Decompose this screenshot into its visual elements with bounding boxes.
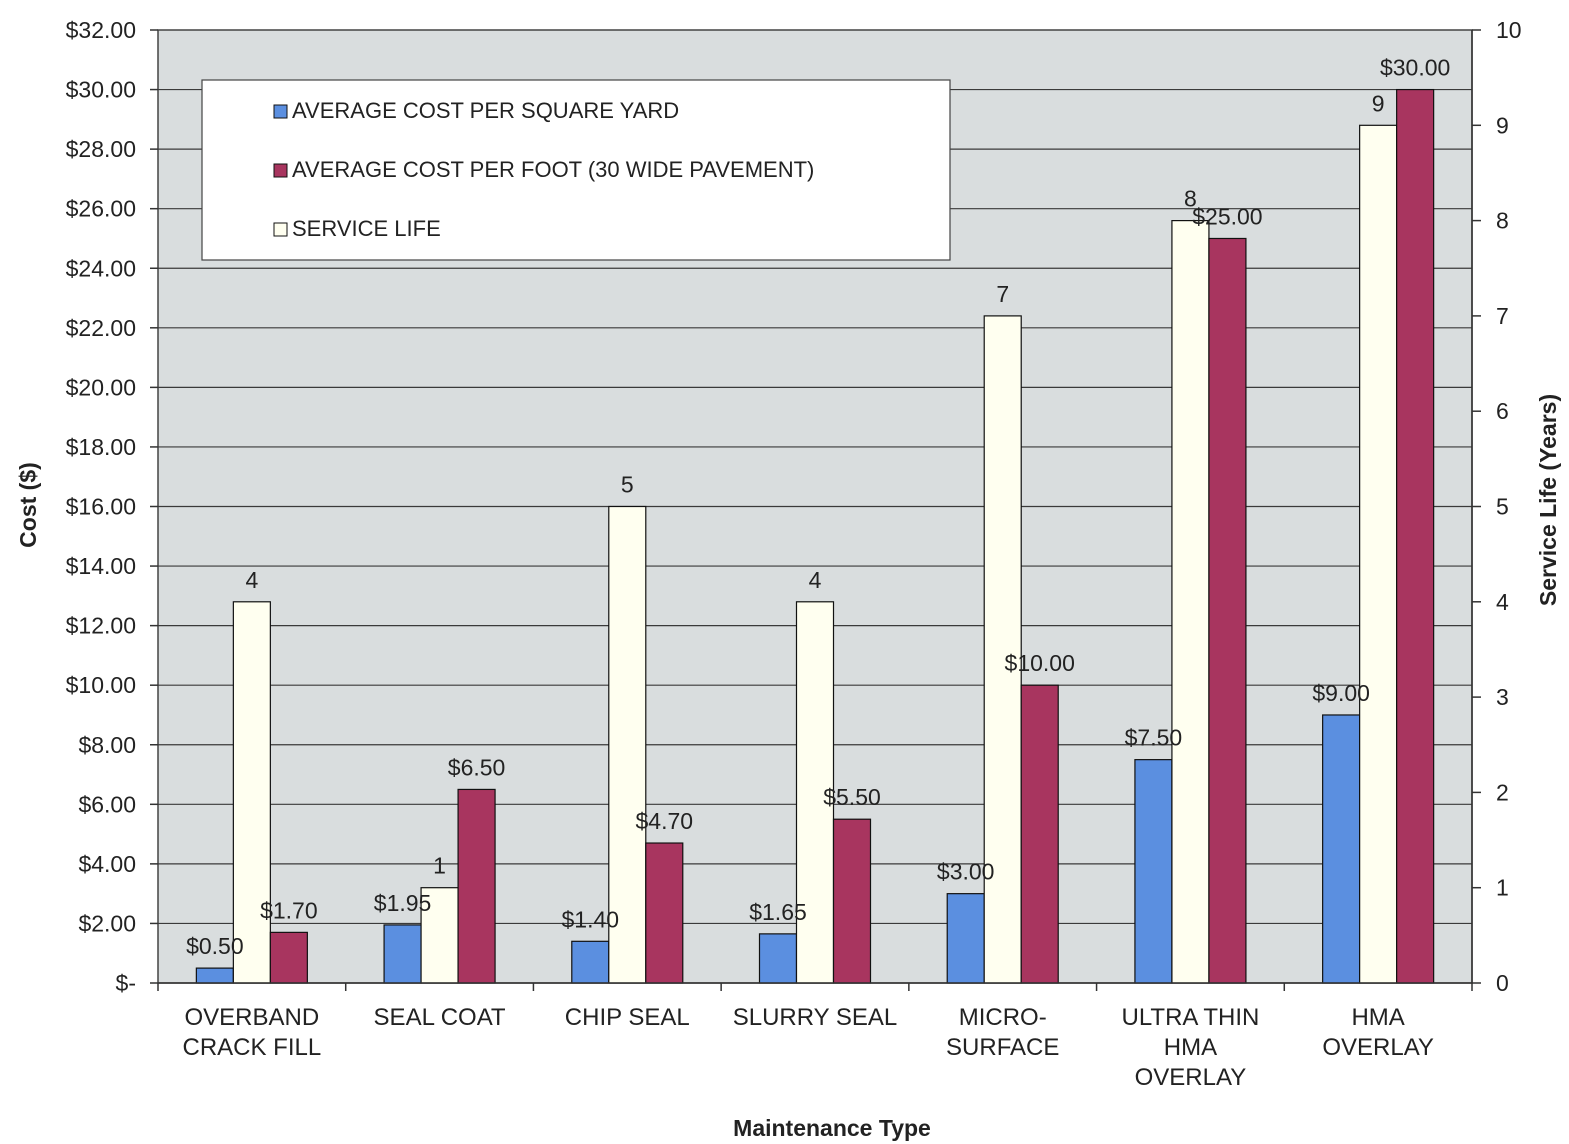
- x-tick-label: SEAL COAT: [374, 1004, 506, 1031]
- data-label: $6.50: [448, 754, 506, 780]
- data-label: $4.70: [636, 808, 694, 834]
- bar: [758, 933, 798, 984]
- y-tick-label: $30.00: [66, 77, 136, 103]
- data-label: $1.40: [562, 906, 620, 932]
- data-label: $25.00: [1192, 203, 1262, 229]
- data-label: $1.95: [374, 890, 432, 916]
- bar: [946, 893, 985, 984]
- legend-swatch: [273, 222, 288, 237]
- x-tick-label: OVERBAND CRACK FILL: [183, 1004, 322, 1061]
- bar: [383, 924, 422, 984]
- y2-tick-label: 8: [1496, 208, 1509, 234]
- data-label: $1.65: [749, 899, 807, 925]
- y2-tick-label: 10: [1496, 17, 1522, 43]
- data-label: $3.00: [937, 859, 995, 885]
- y-tick-label: $4.00: [78, 851, 136, 877]
- bar: [232, 601, 271, 984]
- legend-label: AVERAGE COST PER FOOT (30 WIDE PAVEMENT): [292, 157, 814, 182]
- x-tick-label: HMA OVERLAY: [1322, 1004, 1434, 1061]
- data-label: $10.00: [1005, 650, 1075, 676]
- y2-tick-label: 3: [1496, 684, 1509, 710]
- legend-box: [201, 79, 951, 261]
- legend-label: SERVICE LIFE: [292, 216, 441, 241]
- data-label: $7.50: [1125, 725, 1183, 751]
- y-tick-label: $26.00: [66, 196, 136, 222]
- data-label: 4: [809, 567, 822, 593]
- bar: [571, 940, 610, 984]
- bars: [195, 88, 1435, 984]
- bar: [1322, 714, 1361, 984]
- bar: [1396, 88, 1435, 984]
- bar: [457, 788, 496, 984]
- axes: $- $2.00 $4.00 $6.00 $8.00 $10.00 $12.00 $14.00…: [66, 17, 1522, 1091]
- bar: [195, 967, 234, 984]
- legend-swatch: [273, 104, 288, 119]
- y2-tick-label: 1: [1496, 875, 1509, 901]
- x-tick-label: ULTRA THIN HMA OVERLAY: [1122, 1004, 1260, 1091]
- data-label: $30.00: [1380, 55, 1450, 81]
- y-tick-label: $20.00: [66, 374, 136, 400]
- y-tick-label: $12.00: [66, 613, 136, 639]
- data-label: $9.00: [1312, 680, 1370, 706]
- bar: [269, 931, 308, 984]
- y2-tick-label: 0: [1496, 970, 1509, 996]
- y-tick-label: $10.00: [66, 672, 136, 698]
- y-tick-label: $16.00: [66, 494, 136, 520]
- y-tick-label: $18.00: [66, 434, 136, 460]
- y-axis-title: Cost ($): [15, 462, 41, 548]
- y2-axis-title: Service Life (Years): [1535, 394, 1561, 606]
- y-tick-label: $6.00: [78, 791, 136, 817]
- x-tick-label: MICRO-SURFACE: [946, 1004, 1059, 1061]
- y2-tick-label: 6: [1496, 398, 1509, 424]
- data-label: $5.50: [823, 784, 881, 810]
- bar: [1208, 237, 1247, 984]
- legend-label: AVERAGE COST PER SQUARE YARD: [292, 98, 679, 123]
- y-tick-label: $-: [116, 970, 136, 996]
- x-tick-label: SLURRY SEAL: [733, 1004, 898, 1031]
- data-label: 9: [1372, 90, 1385, 116]
- data-label: 1: [433, 853, 446, 879]
- data-label: 5: [621, 472, 634, 498]
- y-tick-label: $22.00: [66, 315, 136, 341]
- legend-swatch: [273, 163, 288, 178]
- y-tick-label: $24.00: [66, 255, 136, 281]
- data-label: 8: [1184, 186, 1197, 212]
- bar: [1359, 124, 1398, 984]
- y2-tick-label: 5: [1496, 494, 1509, 520]
- y2-tick-label: 9: [1496, 112, 1509, 138]
- bar: [983, 315, 1022, 984]
- bar: [832, 818, 872, 984]
- bar: [645, 842, 684, 984]
- bar: [1020, 684, 1059, 984]
- data-label: 7: [996, 281, 1009, 307]
- y-tick-label: $32.00: [66, 17, 136, 43]
- data-label: $1.70: [260, 897, 318, 923]
- data-label: 4: [245, 567, 258, 593]
- bar: [795, 601, 835, 984]
- x-axis-title: Maintenance Type: [733, 1115, 931, 1141]
- data-labels: $0.50 $1.95 $1.40 $1.65 $3.00 $7.50 $9.00 4 1 5 4 7…: [186, 55, 1450, 960]
- y-tick-label: $2.00: [78, 910, 136, 936]
- bar: [1171, 220, 1210, 984]
- y-tick-label: $14.00: [66, 553, 136, 579]
- bar: [608, 505, 647, 984]
- y2-tick-label: 2: [1496, 779, 1509, 805]
- bar: [1134, 759, 1173, 984]
- y-tick-label: $28.00: [66, 136, 136, 162]
- x-tick-label: CHIP SEAL: [565, 1004, 690, 1031]
- y-tick-label: $8.00: [78, 732, 136, 758]
- data-label: $0.50: [186, 933, 244, 959]
- y2-tick-label: 4: [1496, 589, 1509, 615]
- y2-tick-label: 7: [1496, 303, 1509, 329]
- legend: AVERAGE COST PER SQUARE YARD AVERAGE COST…: [201, 79, 951, 261]
